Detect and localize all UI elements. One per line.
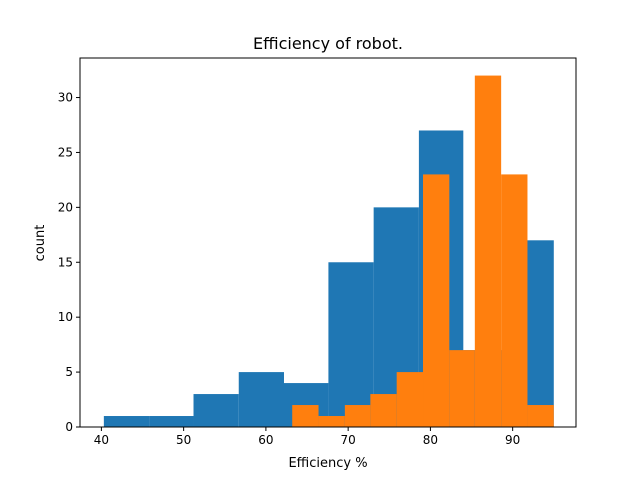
histogram-bar-series2-bin8 — [474, 75, 502, 428]
x-tick-label-80: 80 — [423, 433, 438, 447]
histogram-bar-series2-bin2 — [318, 416, 345, 427]
y-tick-label-30: 30 — [58, 91, 73, 105]
bars-layer — [103, 75, 554, 428]
y-tick-label-20: 20 — [58, 200, 73, 214]
y-tick-label-0: 0 — [65, 420, 73, 434]
histogram-bar-series2-bin3 — [344, 405, 371, 427]
y-tick-label-5: 5 — [65, 365, 73, 379]
y-axis-label: count — [33, 225, 48, 262]
histogram-bar-series1-bin2 — [149, 416, 194, 427]
histogram-bar-series2-bin5 — [396, 372, 424, 427]
x-tick-label-50: 50 — [176, 433, 191, 447]
x-axis: 40 50 60 70 80 90 — [94, 427, 520, 447]
histogram-bar-series1-bin1 — [103, 416, 150, 427]
y-tick-label-10: 10 — [58, 310, 73, 324]
y-tick-label-25: 25 — [58, 145, 73, 159]
histogram-bar-series1-bin4 — [238, 372, 284, 427]
y-tick-label-15: 15 — [58, 255, 73, 269]
x-axis-label: Efficiency % — [288, 456, 367, 471]
y-axis: 0 5 10 15 20 25 30 — [58, 91, 80, 434]
x-tick-label-40: 40 — [94, 433, 109, 447]
histogram-bar-series2-bin7 — [449, 350, 475, 427]
histogram-bar-series2-bin6 — [423, 174, 450, 427]
plot-frame — [79, 57, 577, 428]
histogram-bar-series2-bin10 — [527, 405, 554, 427]
histogram-bar-series1-bin3 — [193, 394, 239, 427]
x-tick-label-60: 60 — [258, 433, 273, 447]
chart-title: Efficiency of robot. — [253, 34, 403, 53]
histogram-bar-series2-bin1 — [292, 405, 319, 427]
histogram-bar-series1-bin6 — [328, 262, 374, 427]
histogram-bar-series2-bin4 — [370, 394, 397, 427]
histogram-bar-series2-bin9 — [501, 174, 528, 427]
x-tick-label-90: 90 — [505, 433, 520, 447]
x-tick-label-70: 70 — [341, 433, 356, 447]
